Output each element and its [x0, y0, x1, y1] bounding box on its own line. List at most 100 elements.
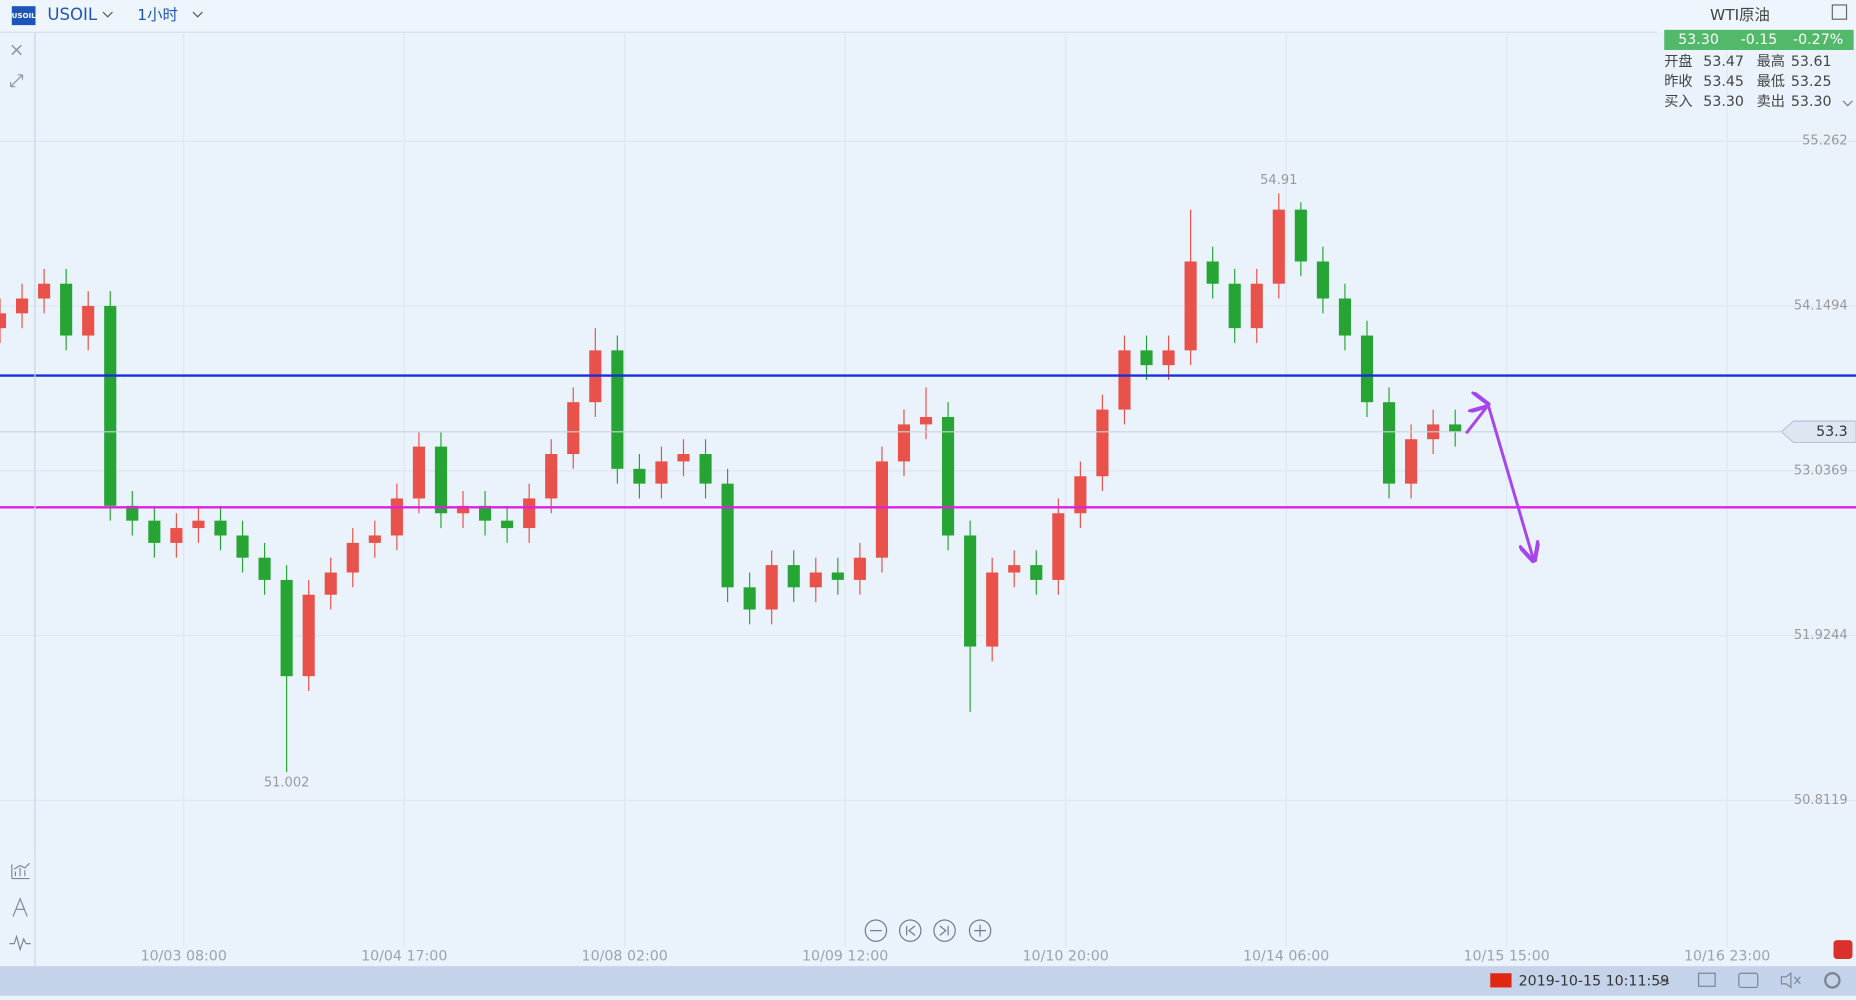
candle-body [368, 535, 381, 543]
quote-field: 昨收 [1664, 74, 1692, 90]
candle-body [523, 498, 536, 529]
quote-field: 53.61 [1791, 54, 1832, 70]
y-tick-label: 51.9244 [1794, 628, 1848, 643]
mute-button[interactable] [1780, 972, 1801, 989]
candle-body [1030, 565, 1043, 580]
x-tick-label: 10/08 02:00 [582, 949, 668, 965]
candle-body [1052, 513, 1065, 580]
x-tick-label: 10/10 20:00 [1023, 949, 1109, 965]
candle-body [787, 565, 800, 588]
candle-body [82, 305, 95, 336]
candle-body [1162, 350, 1175, 366]
plot-area: 55.262 54.1494 53.0369 51.9244 50.8119 10/03 … [0, 33, 1856, 965]
symbol-logo-text: USOIL [12, 11, 37, 20]
alert-button[interactable] [1833, 940, 1853, 960]
candle-body [38, 283, 51, 299]
quote-change-pct: -0.27% [1793, 32, 1843, 48]
last-price-tag [1780, 420, 1856, 444]
candle-body [15, 298, 29, 314]
candle-body [170, 528, 183, 543]
quote-change: -0.15 [1741, 32, 1778, 48]
symbol-logo [11, 6, 36, 26]
candle-body [1382, 402, 1396, 484]
candle-body [479, 505, 492, 521]
flag [1490, 973, 1512, 988]
candle-body [677, 454, 690, 462]
candle-body [809, 572, 822, 588]
collapse-button[interactable] [10, 74, 24, 88]
panel-toggle[interactable] [1831, 4, 1848, 20]
quote-field: 53.25 [1791, 74, 1832, 90]
candle-body [214, 520, 227, 536]
draw-tool[interactable] [12, 897, 28, 917]
wave-tool[interactable] [9, 934, 31, 952]
close-button[interactable] [11, 44, 22, 56]
go-start[interactable] [899, 919, 922, 942]
candle-body [721, 483, 734, 588]
quote-field: 买入 [1664, 94, 1692, 110]
quote-panel: WTI原油 53.30 -0.15 -0.27% 开盘 53.47 最高 53.61 昨… [1664, 4, 1854, 110]
interval[interactable]: 1小时 [137, 6, 178, 24]
indicator-tool[interactable] [11, 862, 31, 880]
x-tick-label: 10/16 23:00 [1684, 949, 1770, 965]
candle-body [1449, 424, 1462, 432]
candle-body [104, 305, 117, 506]
candle-body [0, 313, 7, 329]
interval-dropdown[interactable] [192, 11, 203, 18]
candle-body [699, 454, 712, 484]
candle-body [280, 579, 293, 677]
candle-body [633, 468, 646, 484]
y-tick-label: 53.0369 [1794, 463, 1848, 478]
symbol[interactable]: USOIL [47, 5, 98, 24]
x-tick-label: 10/14 06:00 [1243, 949, 1329, 965]
candle-body [258, 557, 271, 580]
candle-body [1228, 283, 1241, 329]
quote-field: 53.30 [1791, 94, 1832, 110]
candle-body [1250, 283, 1263, 329]
symbol-dropdown[interactable] [102, 11, 113, 18]
candle-body [986, 572, 999, 647]
top-bar [0, 0, 1856, 33]
datetime: 2019-10-15 10:11:59 [1519, 974, 1670, 990]
candle-body [1008, 565, 1021, 573]
candle-body [126, 505, 139, 521]
candle-body [567, 402, 580, 455]
extreme-label: 51.002 [264, 775, 310, 790]
zoom-out[interactable] [864, 919, 888, 942]
last-price-label: 53.3 [1816, 424, 1848, 440]
candle-body [545, 454, 558, 499]
candle-body [831, 572, 844, 580]
quote-field: 最低 [1757, 74, 1785, 90]
window-button[interactable] [1697, 972, 1716, 987]
quote-field: 53.45 [1703, 74, 1744, 90]
zoom-controls [864, 919, 992, 942]
candle-body [611, 350, 624, 469]
candle-body [192, 520, 205, 529]
candle-body [236, 535, 249, 558]
candle-body [875, 461, 888, 558]
x-tick-label: 10/15 15:00 [1463, 949, 1549, 965]
quote-bar [1664, 29, 1854, 50]
settings-button[interactable] [1824, 972, 1841, 989]
quote-field: 53.47 [1703, 54, 1744, 70]
candle-body [897, 424, 911, 462]
quote-expand[interactable] [1842, 100, 1853, 107]
candle-body [1360, 335, 1374, 403]
candle-body [1405, 439, 1418, 484]
time-toggle[interactable] [1659, 978, 1670, 985]
quote-rows: 开盘 53.47 最高 53.61 昨收 53.45 最低 53.25 买入 53.30 卖出 53.… [1664, 53, 1831, 110]
candle-body [1074, 476, 1087, 514]
candle-body [1140, 350, 1153, 366]
zoom-in[interactable] [968, 919, 992, 942]
candle-body [302, 594, 315, 677]
camera-button[interactable] [1738, 972, 1759, 989]
candle-body [434, 446, 448, 514]
y-tick-label: 54.1494 [1794, 299, 1848, 314]
candle-body [853, 557, 866, 580]
candle-body [655, 461, 668, 484]
go-end[interactable] [933, 919, 956, 942]
quote-name: WTI原油 [1710, 6, 1770, 24]
quote-price: 53.30 [1678, 32, 1719, 48]
candle-body [743, 587, 756, 610]
